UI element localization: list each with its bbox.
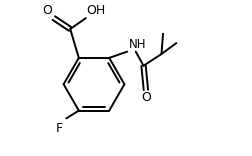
Text: NH: NH bbox=[129, 38, 146, 51]
Text: O: O bbox=[42, 4, 52, 17]
Text: O: O bbox=[141, 91, 151, 104]
Text: OH: OH bbox=[87, 4, 106, 17]
Text: F: F bbox=[56, 122, 63, 134]
